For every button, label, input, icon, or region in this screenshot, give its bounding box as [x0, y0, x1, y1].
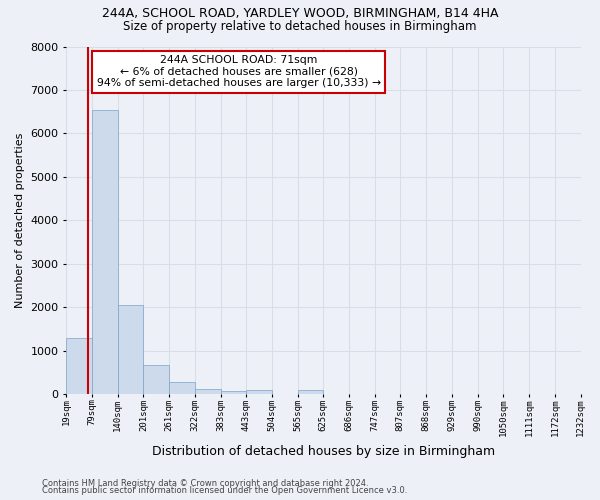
Bar [246, 390, 272, 394]
X-axis label: Distribution of detached houses by size in Birmingham: Distribution of detached houses by size … [152, 444, 495, 458]
Bar [298, 390, 323, 394]
Text: Size of property relative to detached houses in Birmingham: Size of property relative to detached ho… [123, 20, 477, 33]
Text: Contains public sector information licensed under the Open Government Licence v3: Contains public sector information licen… [42, 486, 407, 495]
Text: Contains HM Land Registry data © Crown copyright and database right 2024.: Contains HM Land Registry data © Crown c… [42, 478, 368, 488]
Bar [221, 391, 246, 394]
Bar [143, 365, 169, 394]
Bar [195, 388, 221, 394]
Bar [118, 305, 143, 394]
Text: 244A, SCHOOL ROAD, YARDLEY WOOD, BIRMINGHAM, B14 4HA: 244A, SCHOOL ROAD, YARDLEY WOOD, BIRMING… [102, 8, 498, 20]
Text: 244A SCHOOL ROAD: 71sqm
← 6% of detached houses are smaller (628)
94% of semi-de: 244A SCHOOL ROAD: 71sqm ← 6% of detached… [97, 55, 380, 88]
Y-axis label: Number of detached properties: Number of detached properties [15, 132, 25, 308]
Bar [67, 338, 92, 394]
Bar [169, 382, 195, 394]
Bar [92, 110, 118, 395]
